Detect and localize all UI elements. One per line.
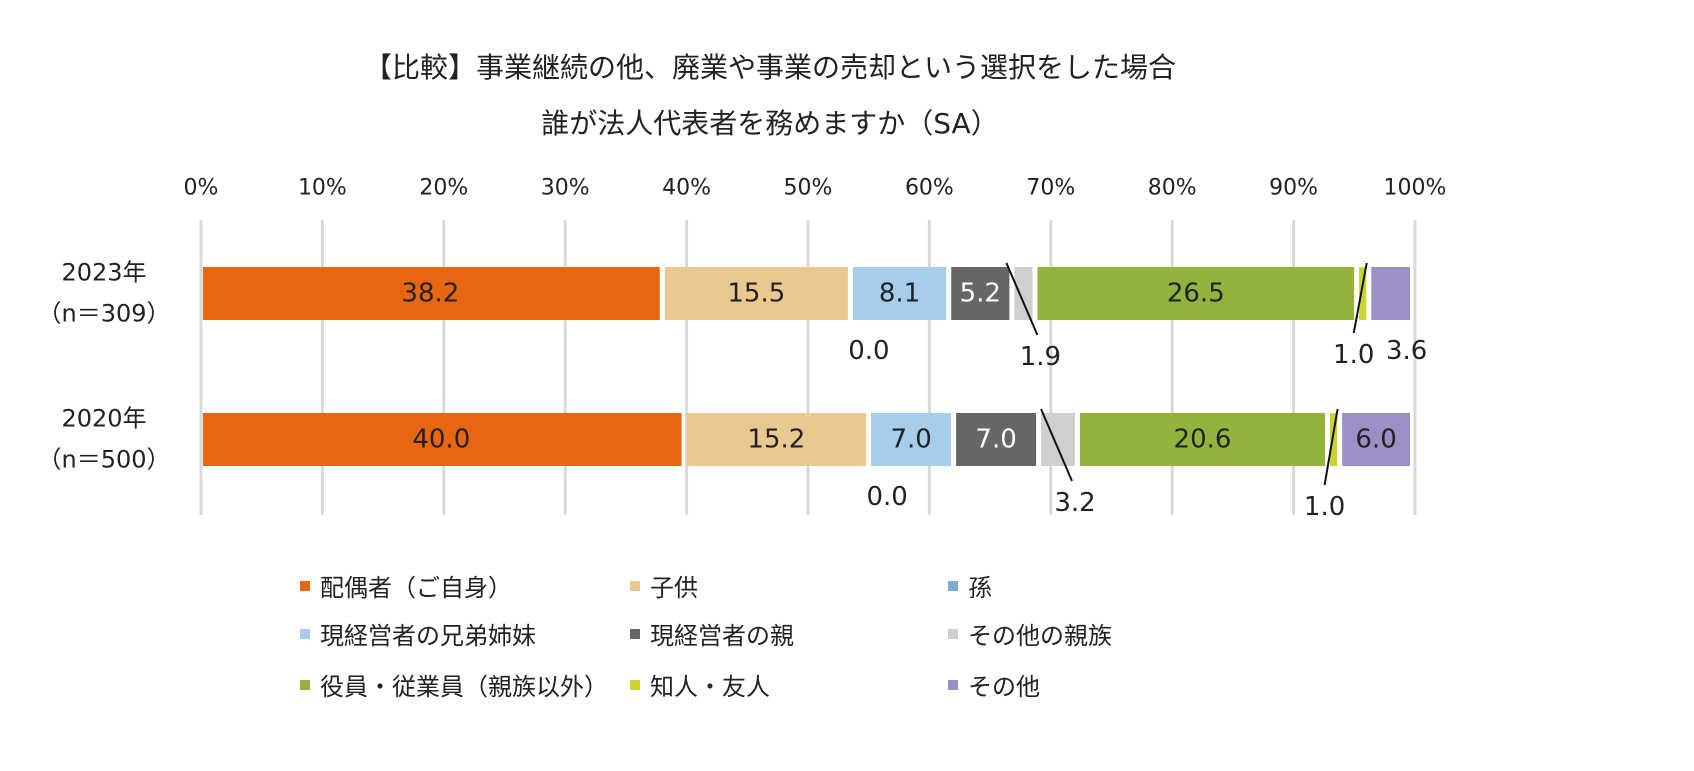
category-label: 2023年 — [61, 259, 146, 287]
legend-label: 役員・従業員（親族以外） — [320, 673, 608, 701]
bar-value-label: 3.2 — [1054, 488, 1095, 518]
legend-swatch — [300, 628, 310, 639]
bar-value-label: 0.0 — [848, 336, 889, 366]
bar-value-label: 38.2 — [401, 279, 459, 309]
bar-segment — [664, 267, 848, 320]
legend-item: その他 — [948, 667, 1040, 702]
bar-value-label: 40.0 — [412, 425, 470, 455]
bar-segment — [956, 413, 1037, 466]
bar-value-label: 26.5 — [1167, 279, 1225, 309]
bar-value-label: 6.0 — [1355, 425, 1396, 455]
bar-segment — [951, 267, 1010, 320]
bar-segment — [1014, 267, 1033, 320]
legend-swatch — [630, 679, 640, 690]
x-tick-label: 30% — [541, 176, 590, 201]
bar-segment — [1359, 267, 1367, 320]
bar-value-label: 3.6 — [1386, 336, 1427, 366]
legend-item: その他の親族 — [948, 616, 1112, 651]
chart-title-line-1: 【比較】事業継続の他、廃業や事業の売却という選択をした場合 — [363, 51, 1176, 84]
chart-title-line-2: 誰が法人代表者を務めますか（SA） — [541, 107, 999, 140]
bar-segment — [1037, 267, 1355, 320]
bar-segment — [1330, 413, 1338, 466]
bar-segment — [1371, 267, 1410, 320]
legend-label: その他 — [968, 673, 1040, 701]
bar-value-label: 1.0 — [1304, 492, 1345, 522]
x-tick-label: 60% — [905, 176, 954, 201]
bar-segment — [1079, 413, 1326, 466]
bar-segment — [852, 267, 947, 320]
x-tick-label: 40% — [662, 176, 711, 201]
bar-segment — [871, 413, 952, 466]
legend-item: 現経営者の親 — [630, 616, 794, 651]
bar-value-label: 0.0 — [866, 482, 907, 512]
bar-value-label: 20.6 — [1174, 425, 1232, 455]
legend-label: 子供 — [650, 574, 698, 602]
leader-line — [1040, 408, 1073, 482]
x-tick-label: 70% — [1026, 176, 1075, 201]
legend-item: 子供 — [630, 568, 698, 603]
x-tick-label: 100% — [1384, 176, 1447, 201]
legend-label: 現経営者の兄弟姉妹 — [320, 622, 536, 650]
legend-label: 配偶者（ご自身） — [320, 574, 512, 602]
x-tick-label: 50% — [784, 176, 833, 201]
bar-segment — [686, 413, 867, 466]
leader-line — [1005, 262, 1039, 336]
bar-value-label: 7.0 — [890, 425, 931, 455]
legend-swatch — [948, 679, 958, 690]
legend-swatch — [948, 580, 958, 591]
bar-value-label: 5.2 — [960, 279, 1001, 309]
bar-value-label: 15.2 — [747, 425, 805, 455]
legend-item: 知人・友人 — [630, 667, 770, 702]
bar-value-label: 1.9 — [1020, 342, 1061, 372]
bar-segment — [1342, 413, 1410, 466]
x-tick-label: 20% — [419, 176, 468, 201]
legend-swatch — [300, 679, 310, 690]
legend-item: 配偶者（ご自身） — [300, 568, 512, 603]
legend-swatch — [300, 580, 310, 591]
legend-item: 役員・従業員（親族以外） — [300, 667, 608, 702]
legend-label: 現経営者の親 — [650, 622, 794, 650]
legend-swatch — [630, 628, 640, 639]
x-tick-label: 10% — [298, 176, 347, 201]
x-tick-label: 0% — [184, 176, 219, 201]
x-tick-label: 90% — [1269, 176, 1318, 201]
legend-swatch — [948, 628, 958, 639]
legend-item: 孫 — [948, 568, 992, 603]
leader-line — [1323, 408, 1339, 486]
legend-swatch — [630, 580, 640, 591]
bar-segment — [203, 413, 682, 466]
bar-value-label: 1.0 — [1333, 340, 1374, 370]
legend-label: 孫 — [968, 574, 992, 602]
bar-value-label: 15.5 — [727, 279, 785, 309]
legend-item: 現経営者の兄弟姉妹 — [300, 616, 536, 651]
category-sublabel: （n＝309） — [37, 300, 170, 328]
x-tick-label: 80% — [1148, 176, 1197, 201]
legend-label: その他の親族 — [968, 622, 1112, 650]
bar-segment — [203, 267, 660, 320]
leader-line — [1352, 262, 1368, 334]
category-label: 2020年 — [61, 405, 146, 433]
bar-value-label: 7.0 — [975, 425, 1016, 455]
category-sublabel: （n＝500） — [37, 446, 170, 474]
bar-value-label: 8.1 — [879, 279, 920, 309]
legend-label: 知人・友人 — [650, 673, 770, 701]
